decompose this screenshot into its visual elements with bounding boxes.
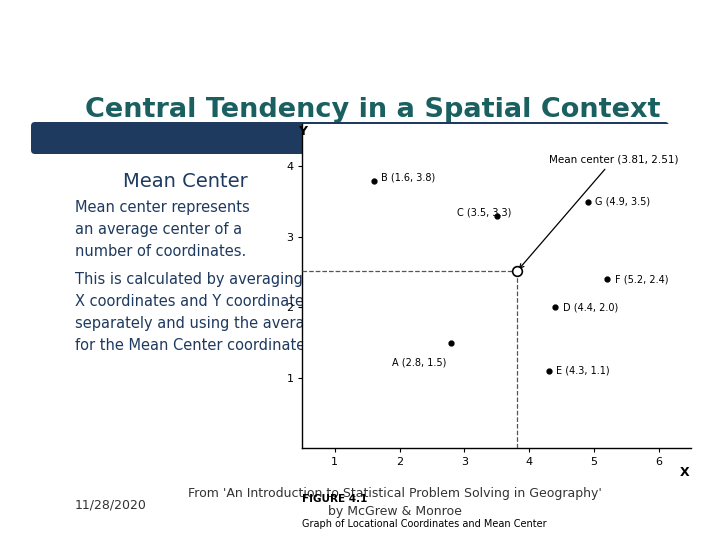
Text: an average center of a: an average center of a: [75, 222, 242, 237]
Text: Mean center represents: Mean center represents: [75, 200, 250, 215]
Text: X: X: [680, 467, 690, 480]
Text: This is calculated by averaging the: This is calculated by averaging the: [75, 272, 332, 287]
Text: Mean center (3.81, 2.51): Mean center (3.81, 2.51): [520, 154, 678, 268]
Text: Mean Center: Mean Center: [122, 172, 248, 191]
Text: C (3.5, 3.3): C (3.5, 3.3): [456, 207, 511, 217]
Text: D (4.4, 2.0): D (4.4, 2.0): [563, 302, 618, 312]
Text: 11/28/2020: 11/28/2020: [75, 499, 147, 512]
Text: F (5.2, 2.4): F (5.2, 2.4): [615, 274, 668, 284]
Text: G (4.9, 3.5): G (4.9, 3.5): [595, 197, 650, 207]
Text: separately and using the average: separately and using the average: [75, 316, 323, 331]
Text: A (2.8, 1.5): A (2.8, 1.5): [392, 357, 446, 367]
FancyBboxPatch shape: [48, 3, 302, 267]
Text: E (4.3, 1.1): E (4.3, 1.1): [557, 366, 610, 376]
Text: X coordinates and Y coordinates: X coordinates and Y coordinates: [75, 294, 312, 309]
Text: Y: Y: [298, 125, 307, 138]
Text: From 'An Introduction to Statistical Problem Solving in Geography': From 'An Introduction to Statistical Pro…: [188, 487, 602, 500]
FancyBboxPatch shape: [31, 122, 669, 154]
Text: by McGrew & Monroe: by McGrew & Monroe: [328, 505, 462, 518]
Text: Graph of Locational Coordinates and Mean Center: Graph of Locational Coordinates and Mean…: [302, 519, 547, 530]
Text: number of coordinates.: number of coordinates.: [75, 244, 246, 259]
Text: for the Mean Center coordinate.: for the Mean Center coordinate.: [75, 338, 310, 353]
Text: B (1.6, 3.8): B (1.6, 3.8): [382, 172, 436, 182]
Text: FIGURE 4.1: FIGURE 4.1: [302, 494, 368, 504]
Text: Central Tendency in a Spatial Context: Central Tendency in a Spatial Context: [85, 97, 660, 123]
